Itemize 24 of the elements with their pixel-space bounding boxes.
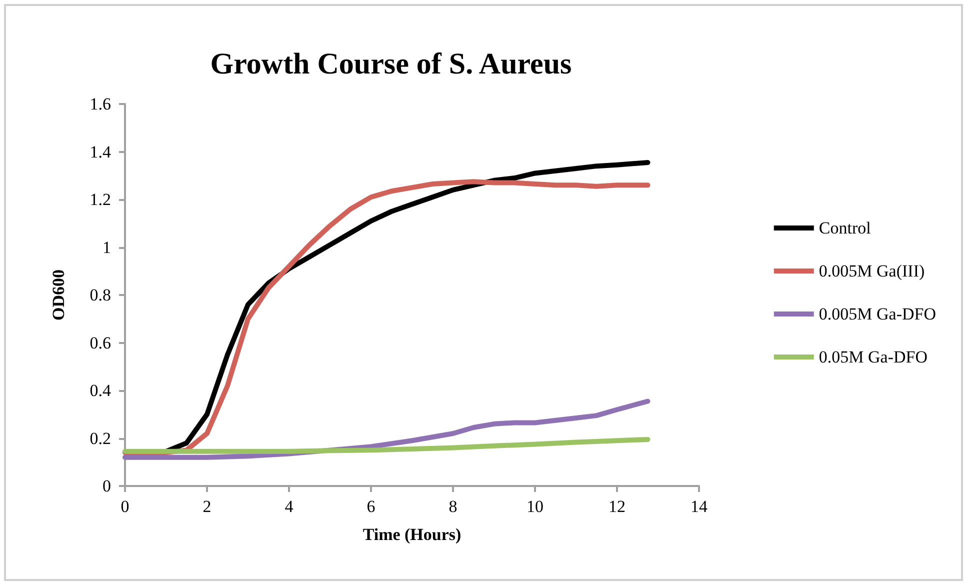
x-tick-label: 2 bbox=[202, 497, 212, 516]
y-tick-label: 1 bbox=[102, 238, 111, 257]
x-axis-title: Time (Hours) bbox=[362, 525, 462, 544]
x-tick-label: 10 bbox=[526, 497, 544, 516]
x-tick-label: 12 bbox=[608, 497, 626, 516]
legend-label: 0.005M Ga-DFO bbox=[818, 304, 936, 324]
x-tick-label: 4 bbox=[284, 497, 294, 516]
y-axis-title: OD600 bbox=[49, 270, 68, 320]
x-tick-label: 0 bbox=[120, 497, 130, 516]
y-tick-label: 0 bbox=[102, 476, 111, 496]
x-tick-label: 8 bbox=[448, 497, 458, 516]
x-tick-label: 14 bbox=[690, 497, 708, 516]
chart-title: Growth Course of S. Aureus bbox=[210, 48, 572, 80]
y-tick-label: 1.4 bbox=[90, 142, 112, 162]
legend-label: 0.005M Ga(III) bbox=[818, 262, 925, 280]
y-tick-label: 0.6 bbox=[90, 333, 111, 352]
y-tick-label: 0.8 bbox=[90, 286, 111, 304]
x-tick-label: 6 bbox=[366, 497, 376, 516]
y-tick-label: 1.2 bbox=[90, 190, 111, 209]
y-tick-label: 0.4 bbox=[90, 381, 112, 400]
y-tick-label: 0.2 bbox=[90, 428, 111, 448]
legend-label: 0.05M Ga-DFO bbox=[818, 348, 928, 366]
y-tick-label: 1.6 bbox=[90, 94, 111, 114]
legend-label: Control bbox=[818, 218, 872, 238]
